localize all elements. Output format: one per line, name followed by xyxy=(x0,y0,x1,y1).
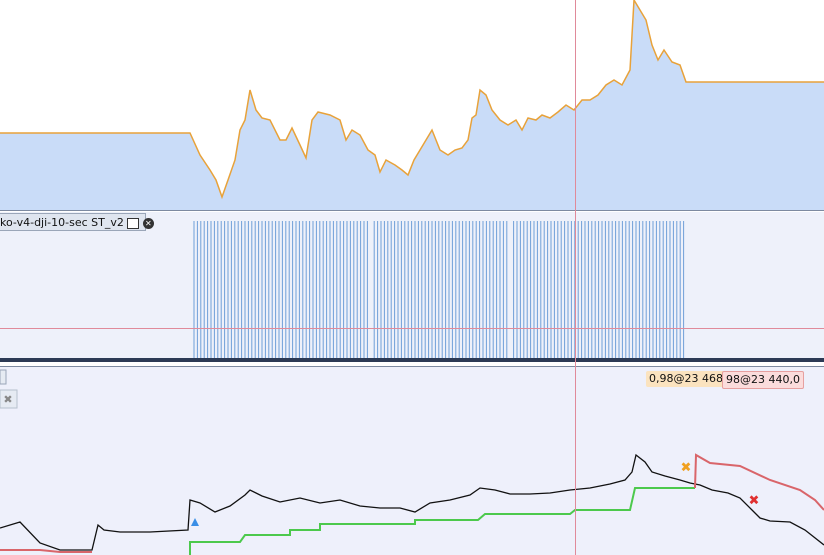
position-bars xyxy=(193,221,685,358)
panel-divider xyxy=(0,358,824,362)
panel-tab-label: ko-v4-dji-10-sec ST_v2 xyxy=(0,216,124,229)
entry-marker xyxy=(191,518,199,526)
close-button[interactable] xyxy=(0,389,18,409)
price-tag: 98@23 440,0 xyxy=(722,371,804,389)
price-tag: 0,98@23 468,7 xyxy=(646,371,737,387)
panel-tab[interactable]: ko-v4-dji-10-sec ST_v2 ✕ xyxy=(0,213,154,231)
price-panel xyxy=(0,367,824,555)
stop-line-long xyxy=(189,487,695,555)
stop-line-short xyxy=(0,549,92,553)
exit-marker: ✖ xyxy=(681,461,692,476)
exit-marker: ✖ xyxy=(749,494,760,509)
close-icon: ✖ xyxy=(3,393,12,406)
equity-line xyxy=(0,0,824,200)
maximize-icon[interactable] xyxy=(127,217,140,229)
equity-area xyxy=(0,0,824,210)
price-line xyxy=(0,453,824,551)
stop-line-short xyxy=(694,453,824,511)
panel-button[interactable] xyxy=(0,369,7,385)
close-icon[interactable]: ✕ xyxy=(142,217,154,229)
